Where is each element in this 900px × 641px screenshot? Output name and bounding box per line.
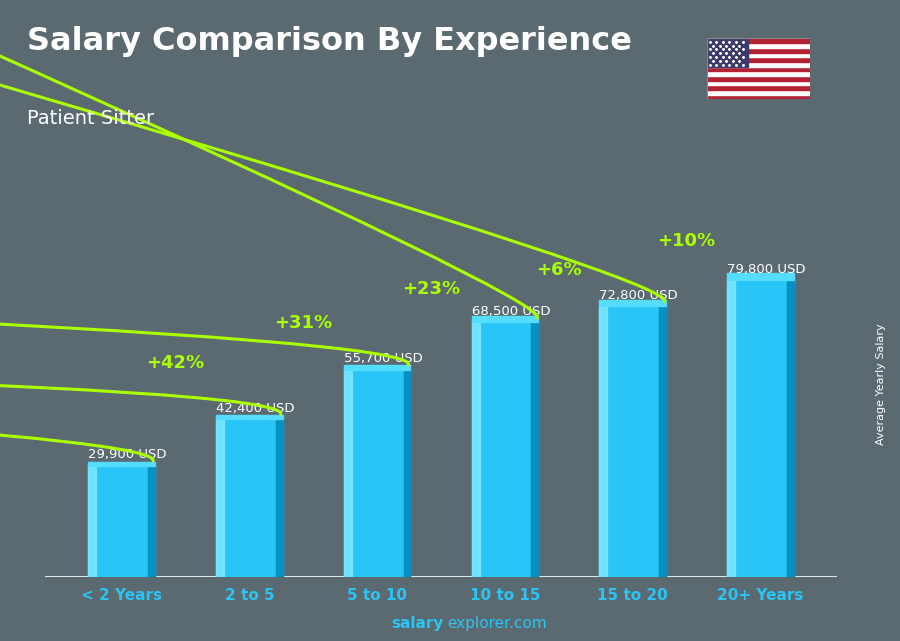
- Bar: [344, 370, 352, 577]
- Bar: [599, 306, 608, 577]
- Bar: [706, 57, 810, 62]
- Text: Salary Comparison By Experience: Salary Comparison By Experience: [27, 26, 632, 56]
- Bar: [148, 466, 155, 577]
- Polygon shape: [599, 300, 666, 306]
- Bar: [216, 419, 224, 577]
- Bar: [531, 322, 538, 577]
- Polygon shape: [472, 316, 538, 322]
- Text: explorer.com: explorer.com: [447, 617, 547, 631]
- Bar: [706, 71, 810, 76]
- Bar: [706, 43, 810, 48]
- Bar: [706, 38, 748, 67]
- Text: 72,800 USD: 72,800 USD: [599, 289, 678, 302]
- Polygon shape: [344, 365, 410, 370]
- Bar: [599, 306, 666, 577]
- Text: Average Yearly Salary: Average Yearly Salary: [877, 324, 886, 445]
- Bar: [706, 95, 810, 99]
- Bar: [276, 419, 283, 577]
- Bar: [472, 322, 480, 577]
- Bar: [706, 90, 810, 95]
- Text: +6%: +6%: [536, 262, 581, 279]
- Bar: [706, 76, 810, 81]
- Bar: [472, 322, 538, 577]
- Bar: [787, 280, 794, 577]
- Bar: [706, 62, 810, 67]
- Text: 42,400 USD: 42,400 USD: [216, 402, 294, 415]
- Text: +23%: +23%: [401, 280, 460, 298]
- Bar: [727, 280, 735, 577]
- Text: +10%: +10%: [657, 232, 716, 250]
- Text: 55,700 USD: 55,700 USD: [344, 353, 423, 365]
- Text: 79,800 USD: 79,800 USD: [727, 263, 806, 276]
- Bar: [88, 466, 96, 577]
- Polygon shape: [727, 274, 794, 280]
- Text: Patient Sitter: Patient Sitter: [27, 109, 154, 128]
- Bar: [706, 48, 810, 53]
- Polygon shape: [216, 415, 283, 419]
- Text: salary: salary: [392, 617, 444, 631]
- Text: 68,500 USD: 68,500 USD: [472, 304, 550, 318]
- Bar: [404, 370, 410, 577]
- Text: +31%: +31%: [274, 313, 332, 331]
- Bar: [706, 81, 810, 85]
- Bar: [216, 419, 283, 577]
- Bar: [706, 38, 810, 43]
- Text: +42%: +42%: [146, 354, 204, 372]
- Bar: [706, 53, 810, 57]
- Bar: [659, 306, 666, 577]
- Bar: [706, 67, 810, 71]
- Text: 29,900 USD: 29,900 USD: [88, 448, 166, 462]
- Bar: [344, 370, 410, 577]
- Bar: [727, 280, 794, 577]
- Bar: [706, 85, 810, 90]
- Bar: [88, 466, 155, 577]
- Polygon shape: [88, 462, 155, 466]
